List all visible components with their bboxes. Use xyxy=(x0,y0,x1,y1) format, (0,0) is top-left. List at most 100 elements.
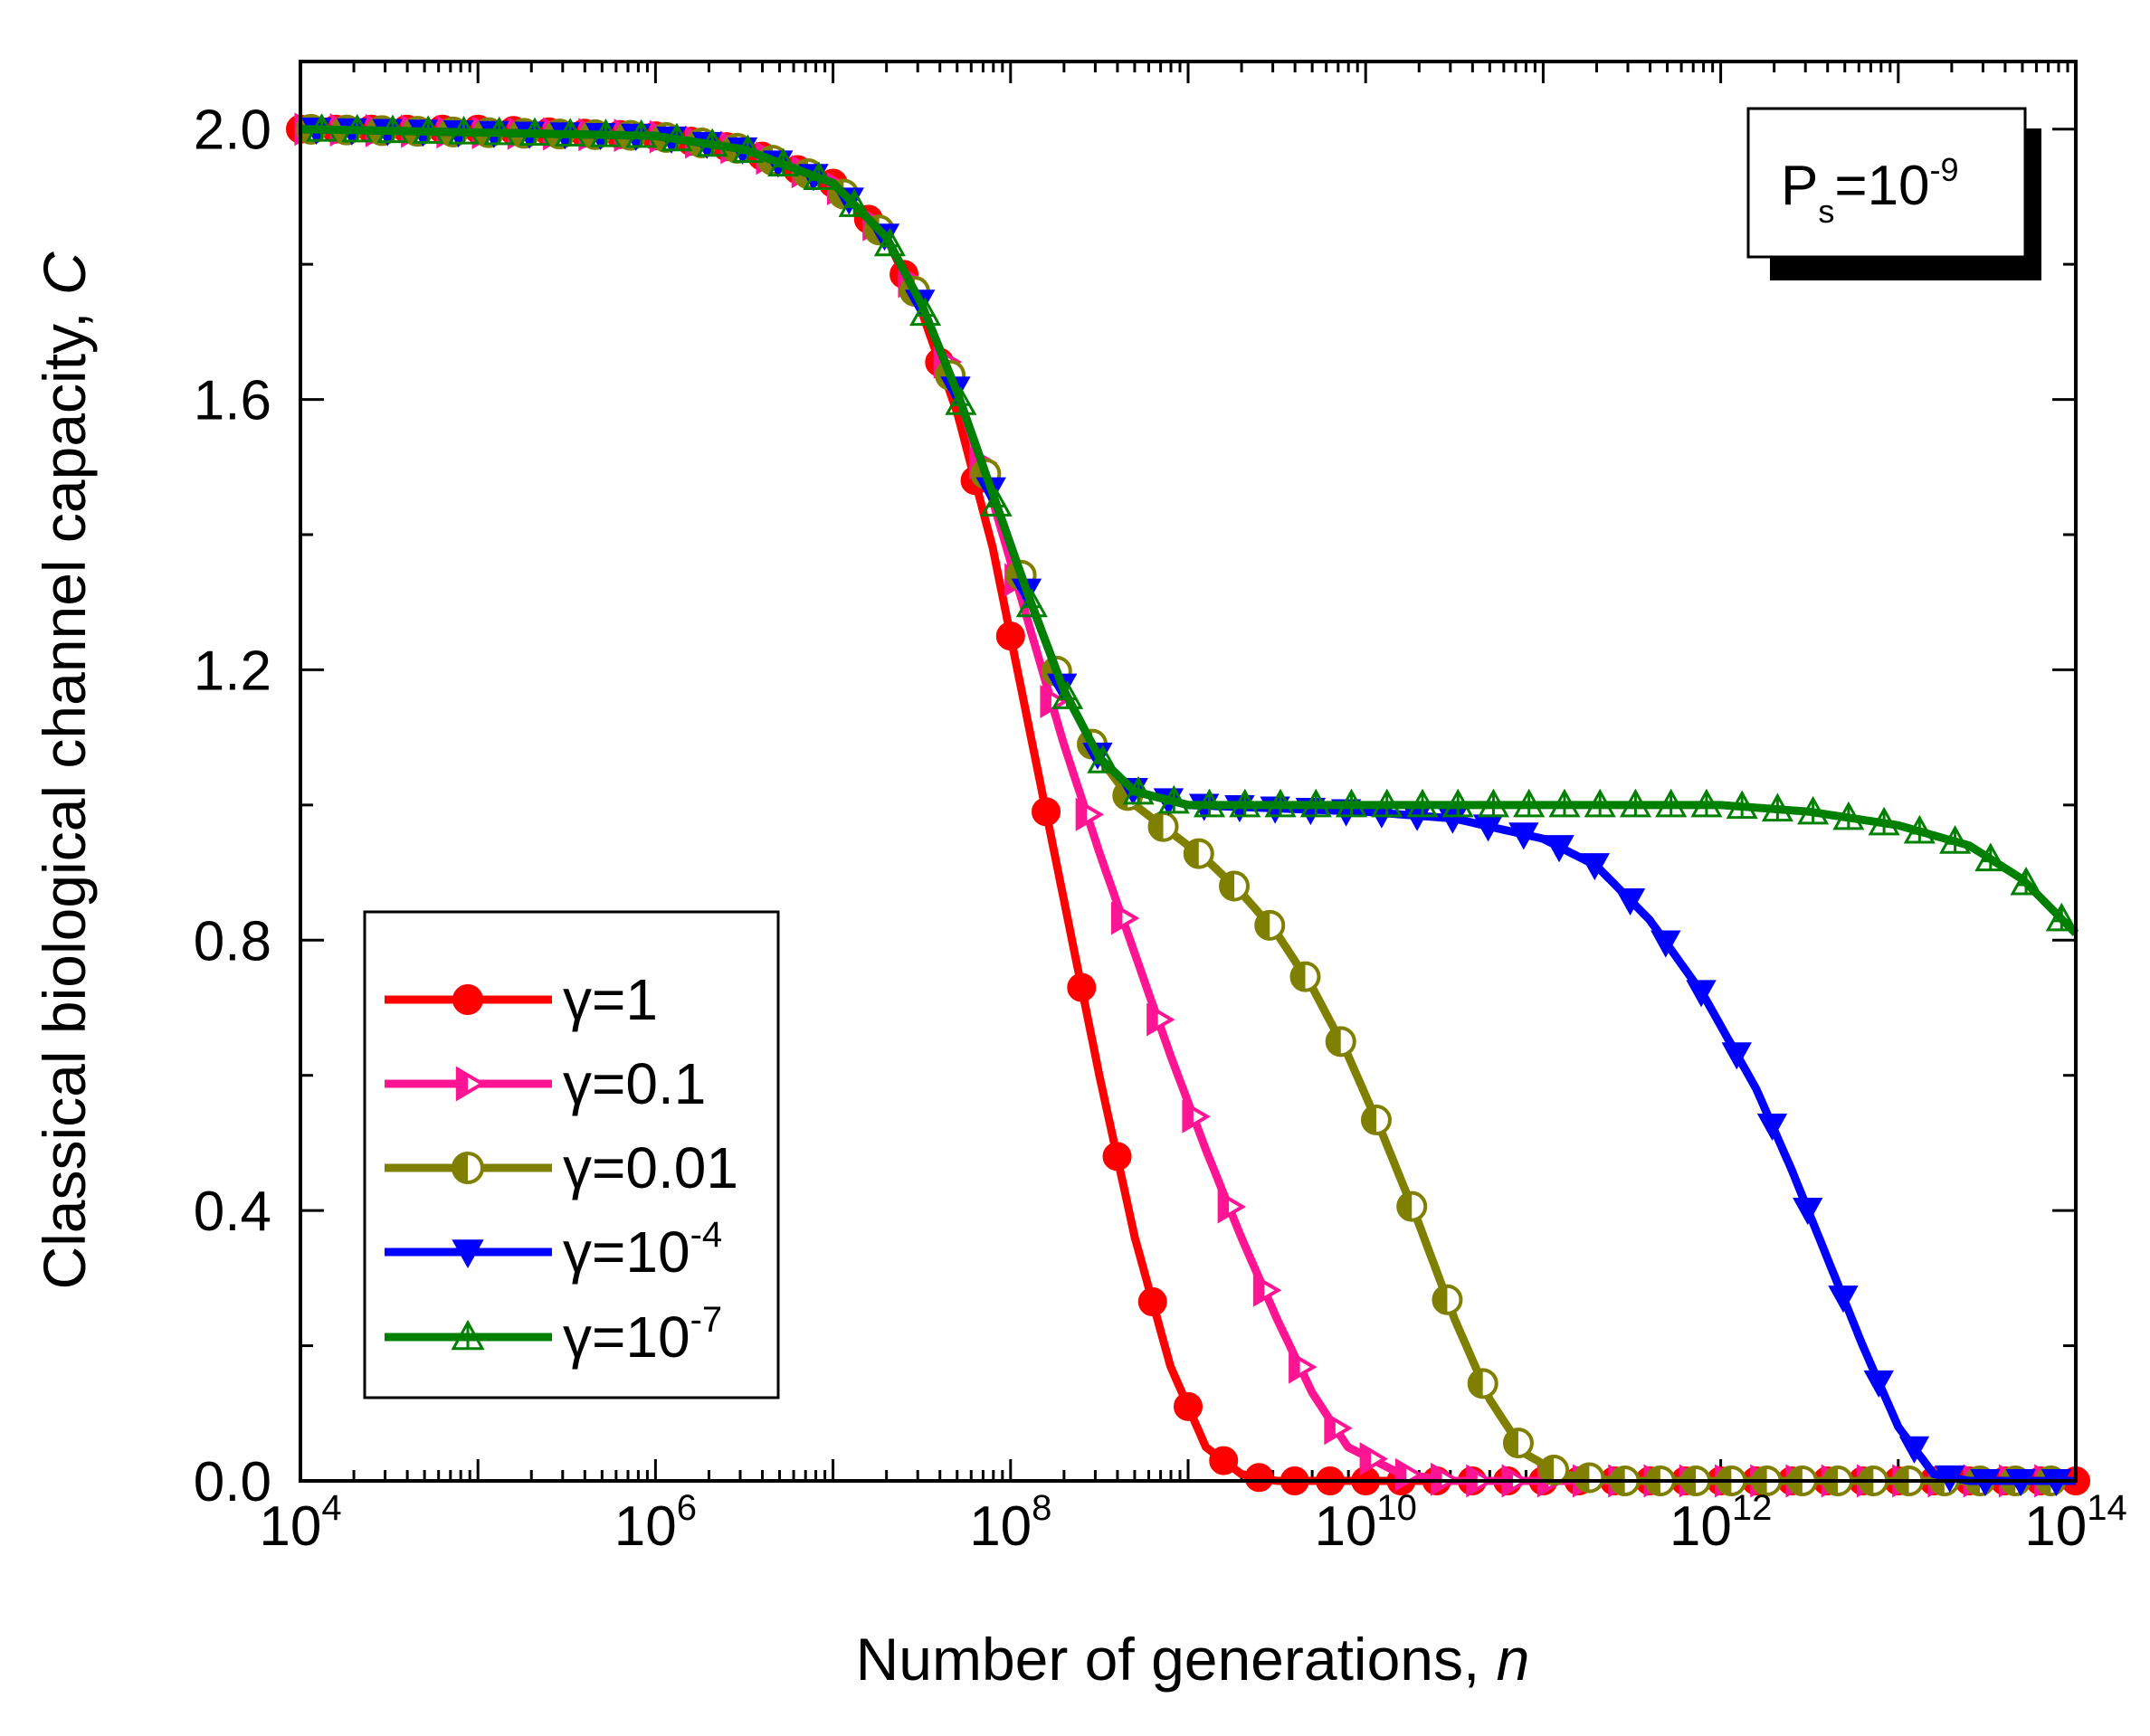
data-point xyxy=(696,128,728,157)
data-point xyxy=(518,117,551,147)
data-point xyxy=(1087,745,1119,773)
x-tick-label: 108 xyxy=(969,1488,1051,1558)
data-point xyxy=(1477,788,1510,818)
data-point xyxy=(1868,806,1900,836)
x-tick-label: 106 xyxy=(614,1488,697,1558)
data-point xyxy=(1264,788,1297,818)
data-point xyxy=(767,147,800,177)
y-tick-labels: 0.0 0.4 0.8 1.2 1.6 2.0 xyxy=(194,100,271,1513)
legend-item: γ=0.01 xyxy=(385,1135,738,1200)
x-tick-label: 1010 xyxy=(1314,1488,1416,1558)
data-point xyxy=(554,118,586,147)
x-tick-label: 104 xyxy=(259,1488,341,1558)
data-point xyxy=(483,116,516,146)
y-axis-title: Classical biological channel capacity, C xyxy=(31,251,98,1289)
data-point xyxy=(1182,1099,1211,1134)
legend-label: γ=10-4 xyxy=(563,1215,722,1285)
legend-marker xyxy=(451,1319,485,1351)
data-point xyxy=(1335,788,1368,818)
data-point xyxy=(1252,1273,1282,1307)
x-axis-title: Number of generations, n xyxy=(856,1626,1530,1693)
annotation-text: Ps=10-9 xyxy=(1781,151,1959,230)
data-point xyxy=(1898,1436,1930,1464)
data-point xyxy=(1903,814,1936,844)
data-point xyxy=(1538,1455,1570,1486)
series-5 xyxy=(300,113,2079,936)
legend-item: γ=0.1 xyxy=(385,1051,706,1116)
annotation-box: Ps=10-9 xyxy=(1746,107,2041,280)
data-point xyxy=(1217,1190,1247,1224)
data-point xyxy=(1244,1463,1274,1493)
data-point xyxy=(589,119,623,147)
plot-frame xyxy=(299,60,2078,1483)
data-point xyxy=(1102,1142,1132,1172)
y-tick-label: 0.4 xyxy=(194,1181,271,1243)
series-markers xyxy=(305,113,2078,932)
data-point xyxy=(1157,784,1190,814)
data-point xyxy=(1051,680,1084,709)
data-point xyxy=(1289,961,1321,992)
data-point xyxy=(1174,1391,1203,1421)
data-point xyxy=(1289,1350,1318,1384)
data-point xyxy=(1793,1198,1823,1226)
data-point xyxy=(305,113,338,142)
data-point xyxy=(1686,980,1717,1008)
data-point xyxy=(1441,788,1474,818)
legend-item: γ=10-7 xyxy=(385,1300,722,1370)
x-tick-labels: 104 106 108 1010 1012 1014 xyxy=(259,1488,2126,1558)
data-point xyxy=(838,188,870,217)
data-point xyxy=(447,116,480,145)
data-point xyxy=(412,115,444,144)
data-point xyxy=(1146,1002,1175,1037)
data-point xyxy=(1467,1368,1498,1399)
data-point xyxy=(1229,788,1261,818)
data-point xyxy=(1655,788,1688,818)
data-point xyxy=(1502,1428,1534,1459)
data-point xyxy=(1209,1446,1239,1475)
data-point xyxy=(1974,842,2007,872)
y-tick-label: 0.0 xyxy=(194,1451,271,1513)
data-point xyxy=(1299,788,1332,818)
data-point xyxy=(1548,788,1581,818)
data-point xyxy=(1396,1191,1428,1222)
data-point xyxy=(1183,838,1214,869)
legend-box xyxy=(363,910,780,1399)
data-point xyxy=(1359,1442,1389,1476)
data-point xyxy=(1579,853,1610,881)
data-point xyxy=(909,297,942,327)
legend-marker xyxy=(455,1066,486,1102)
data-point xyxy=(1432,1284,1463,1315)
legend-label: γ=0.01 xyxy=(563,1135,738,1200)
legend-item: γ=1 xyxy=(385,967,658,1032)
data-point xyxy=(1614,887,1646,916)
data-point xyxy=(1325,1026,1356,1058)
data-point xyxy=(1761,792,1793,822)
data-point xyxy=(1360,1105,1392,1136)
data-point xyxy=(1137,1287,1167,1317)
data-point xyxy=(1939,825,1972,854)
data-point xyxy=(2010,866,2042,896)
data-point xyxy=(731,134,764,164)
legend-label: γ=0.1 xyxy=(563,1051,706,1116)
data-point xyxy=(661,122,693,152)
data-point xyxy=(1584,788,1616,818)
data-point xyxy=(1797,795,1830,825)
x-tick-label: 1014 xyxy=(2024,1488,2126,1558)
data-point xyxy=(1544,835,1574,863)
x-tick-label: 1012 xyxy=(1670,1488,1772,1558)
data-point xyxy=(1756,1114,1788,1142)
data-point xyxy=(1406,788,1439,818)
data-point xyxy=(1122,775,1155,805)
y-tick-label: 2.0 xyxy=(194,100,271,162)
data-point xyxy=(1574,1462,1605,1494)
data-point xyxy=(803,161,835,191)
data-point xyxy=(1075,797,1105,831)
data-point xyxy=(1832,801,1865,830)
data-point xyxy=(625,119,658,148)
data-point xyxy=(980,488,1013,517)
series-line xyxy=(300,125,2079,936)
data-point xyxy=(1690,788,1723,818)
data-point xyxy=(1324,1411,1353,1446)
data-point xyxy=(2045,902,2078,932)
legend-label: γ=1 xyxy=(563,967,658,1032)
